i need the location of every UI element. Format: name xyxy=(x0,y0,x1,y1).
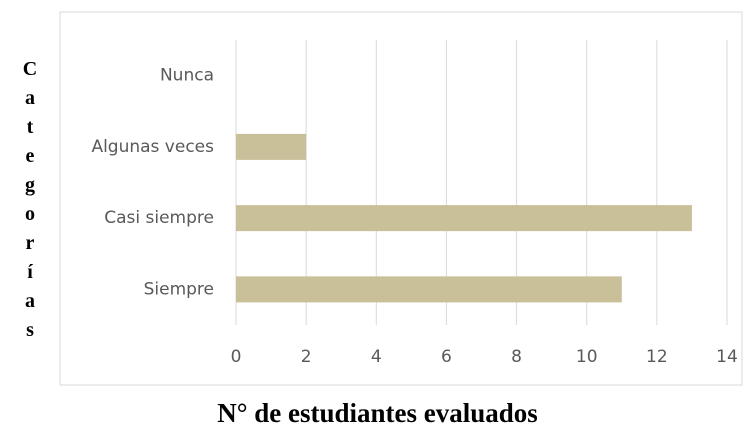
x-tick-label: 14 xyxy=(716,347,738,367)
y-tick-label: Algunas veces xyxy=(91,137,214,157)
bar xyxy=(236,205,692,232)
x-tick-label: 12 xyxy=(646,347,668,367)
bar xyxy=(236,276,622,303)
y-tick-label: Casi siempre xyxy=(104,208,214,228)
x-tick-label: 2 xyxy=(301,347,312,367)
y-tick-label: Siempre xyxy=(144,279,214,299)
x-axis-label: N° de estudiantes evaluados xyxy=(217,398,538,428)
bar xyxy=(236,133,307,160)
y-axis-label: Categorías xyxy=(19,58,41,348)
x-tick-label: 6 xyxy=(441,347,452,367)
x-tick-label: 0 xyxy=(231,347,242,367)
chart-frame xyxy=(59,11,743,386)
y-tick-label: Nunca xyxy=(160,66,214,86)
x-tick-label: 10 xyxy=(576,347,598,367)
x-tick-label: 8 xyxy=(511,347,522,367)
x-tick-label: 4 xyxy=(371,347,382,367)
